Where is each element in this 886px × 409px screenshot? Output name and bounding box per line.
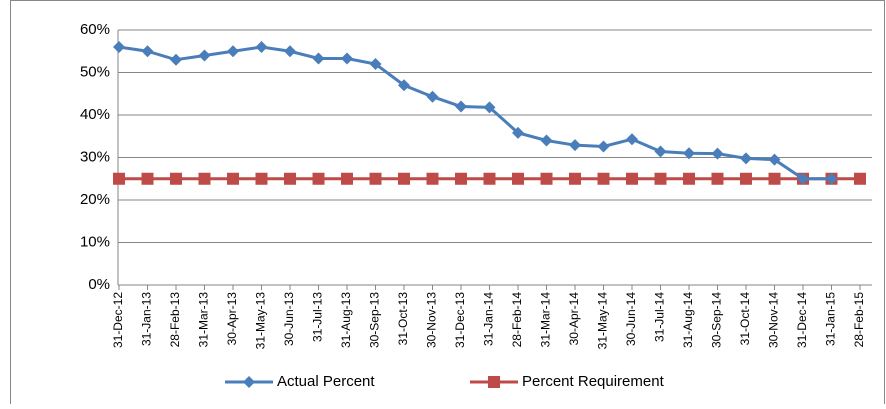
x-tick-label: 31-Oct-13	[396, 292, 410, 346]
y-tick-label: 60%	[80, 21, 110, 38]
x-tick-label: 31-Dec-14	[795, 292, 809, 348]
marker	[369, 172, 382, 185]
marker	[569, 139, 581, 152]
marker	[341, 52, 353, 65]
marker	[512, 126, 524, 139]
marker	[398, 172, 410, 185]
marker	[797, 172, 809, 185]
legend-label: Percent Requirement	[522, 373, 665, 390]
y-tick-label: 40%	[80, 106, 110, 123]
x-tick-label: 31-Jul-14	[653, 292, 667, 342]
marker	[284, 172, 296, 185]
x-tick-label: 30-Apr-14	[567, 292, 581, 346]
y-tick-label: 20%	[80, 191, 110, 208]
x-tick-label: 31-Jan-13	[140, 292, 154, 346]
marker	[426, 90, 439, 103]
x-tick-label: 31-Jul-13	[311, 292, 325, 342]
legend-marker	[488, 376, 500, 388]
marker	[483, 172, 496, 185]
series-line	[118, 45, 832, 181]
x-tick-label: 30-Apr-13	[225, 292, 239, 346]
marker	[141, 172, 154, 185]
x-tick-label: 30-Nov-14	[767, 292, 781, 348]
marker	[597, 140, 610, 153]
marker	[455, 172, 467, 185]
marker	[740, 172, 752, 185]
marker	[255, 41, 268, 53]
x-tick-label: 31-May-13	[254, 292, 268, 350]
marker	[170, 172, 182, 185]
marker	[569, 172, 581, 185]
marker	[512, 172, 524, 185]
marker	[398, 79, 410, 92]
x-tick-label: 31-Aug-14	[681, 292, 695, 348]
marker	[768, 153, 781, 166]
marker	[654, 172, 667, 185]
marker	[683, 147, 695, 160]
x-tick-label: 31-Dec-12	[111, 292, 125, 348]
x-tick-label: 31-Oct-14	[738, 292, 752, 346]
marker	[825, 172, 838, 185]
marker	[683, 172, 695, 185]
legend-label: Actual Percent	[277, 373, 375, 390]
y-tick-label: 10%	[80, 233, 110, 250]
marker	[654, 145, 667, 158]
marker	[455, 100, 467, 113]
marker	[711, 172, 724, 185]
marker	[540, 134, 553, 147]
marker	[740, 152, 752, 165]
marker	[198, 172, 211, 185]
marker	[626, 172, 638, 185]
marker	[854, 172, 866, 185]
x-tick-label: 31-Mar-13	[197, 292, 211, 348]
y-tick-label: 30%	[80, 148, 110, 165]
x-tick-label: 31-Jan-15	[824, 292, 838, 346]
marker	[369, 58, 382, 70]
y-tick-label: 0%	[88, 276, 110, 293]
marker	[141, 45, 154, 58]
marker	[198, 49, 211, 62]
marker	[768, 172, 781, 185]
marker	[227, 172, 239, 185]
x-tick-label: 30-Jun-13	[282, 292, 296, 346]
x-tick-label: 31-Dec-13	[453, 292, 467, 348]
marker	[483, 101, 496, 114]
x-tick-label: 31-May-14	[596, 292, 610, 350]
marker	[711, 147, 724, 160]
x-tick-label: 28-Feb-14	[510, 292, 524, 348]
x-tick-label: 30-Nov-13	[425, 292, 439, 348]
marker	[170, 53, 182, 66]
x-tick-label: 31-Jan-14	[482, 292, 496, 346]
x-tick-label: 31-Aug-13	[339, 292, 353, 348]
marker	[113, 172, 125, 185]
legend-marker	[243, 376, 255, 388]
marker	[227, 45, 239, 58]
x-tick-label: 30-Sep-13	[368, 292, 382, 348]
marker	[113, 41, 125, 53]
marker	[540, 172, 553, 185]
marker	[426, 172, 439, 185]
x-tick-label: 30-Jun-14	[624, 292, 638, 346]
x-tick-label: 28-Feb-15	[852, 292, 866, 348]
marker	[341, 172, 353, 185]
x-tick-label: 30-Sep-14	[710, 292, 724, 348]
marker	[312, 172, 325, 185]
marker	[626, 133, 638, 146]
chart-frame	[10, 0, 885, 409]
marker	[312, 52, 325, 65]
x-tick-label: 31-Mar-14	[539, 292, 553, 348]
x-tick-label: 28-Feb-13	[168, 292, 182, 348]
marker	[284, 45, 296, 58]
marker	[597, 172, 610, 185]
marker	[255, 172, 268, 185]
y-tick-label: 50%	[80, 63, 110, 80]
